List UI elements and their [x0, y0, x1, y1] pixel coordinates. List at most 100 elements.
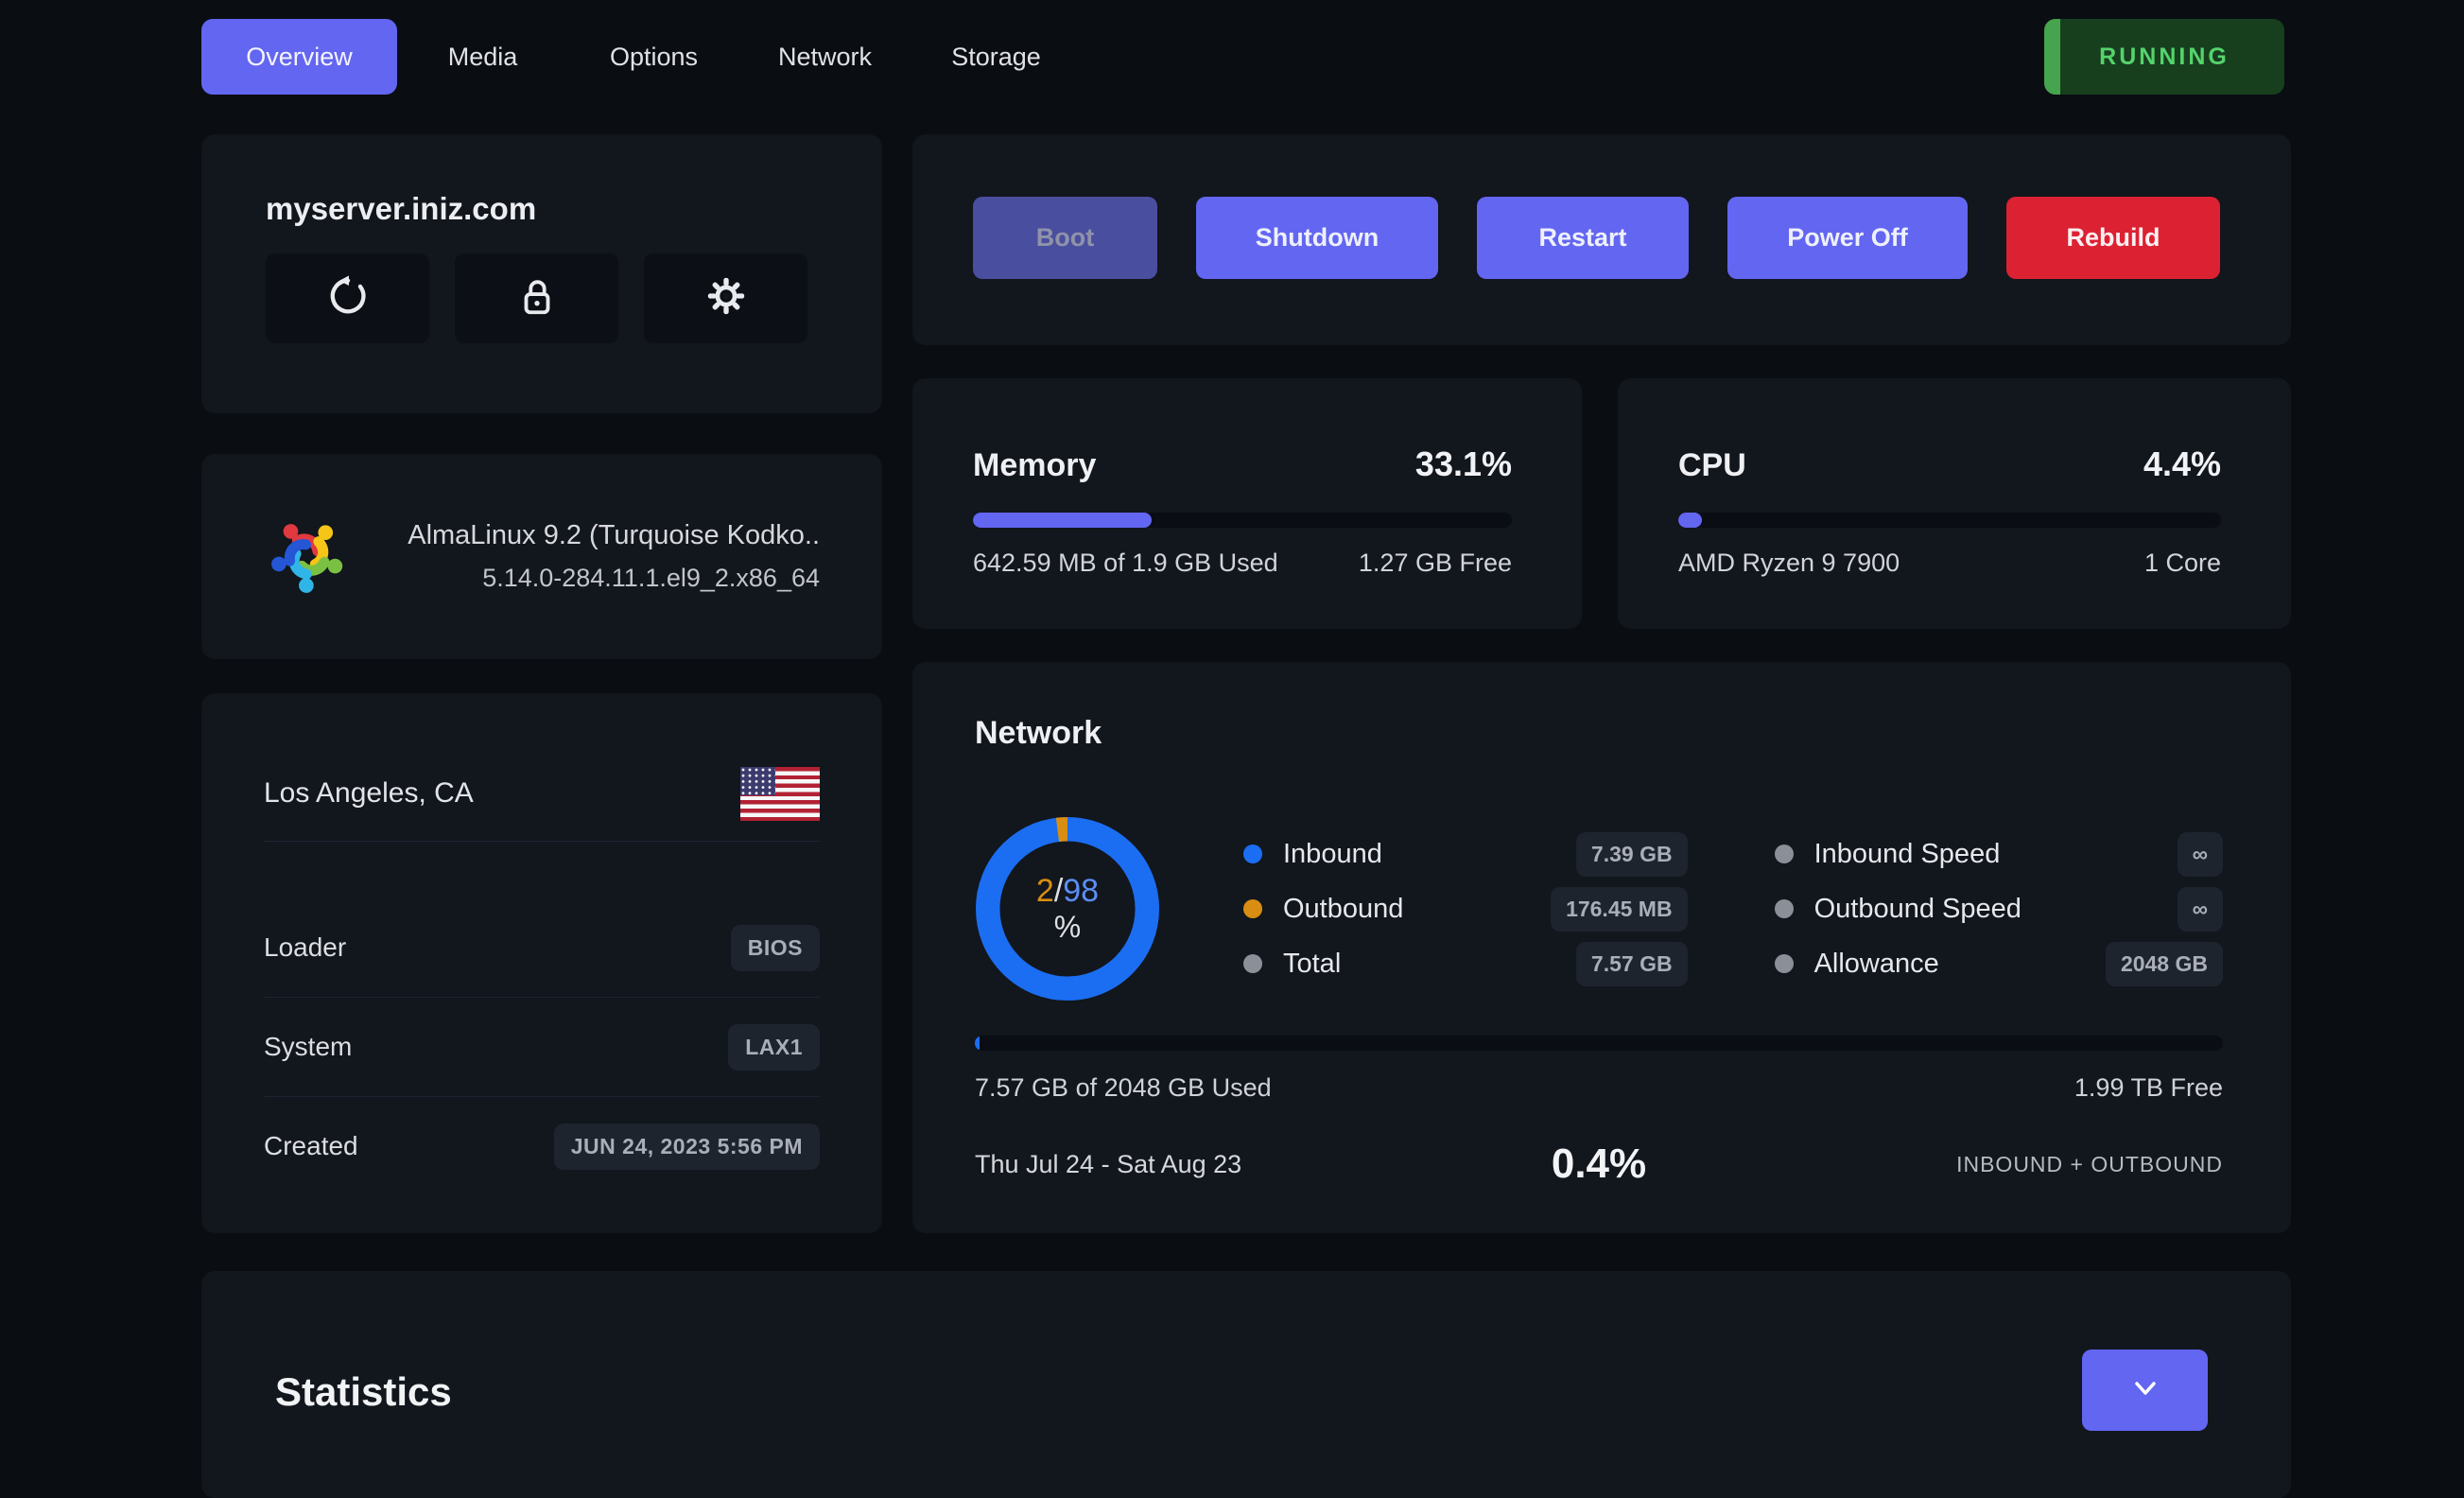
shutdown-button[interactable]: Shutdown [1196, 197, 1438, 279]
network-free: 1.99 TB Free [2074, 1073, 2223, 1102]
us-flag-icon [740, 766, 820, 821]
donut-unit: % [1053, 910, 1082, 944]
tab-options[interactable]: Options [609, 42, 699, 71]
donut-center-label: 2/98 % [975, 816, 1160, 1002]
network-period-percent: 0.4% [1551, 1141, 1647, 1187]
limit-row-inbound-speed: Inbound Speed ∞ [1774, 827, 2223, 881]
almalinux-logo-icon [264, 502, 351, 611]
server-quick-actions [266, 253, 818, 343]
cpu-header: CPU 4.4% [1678, 444, 2221, 484]
network-card: Network 2/98 % Inbound 7.39 GB Outb [912, 662, 2291, 1233]
network-period: Thu Jul 24 - Sat Aug 23 [975, 1149, 1242, 1178]
network-limits: Inbound Speed ∞ Outbound Speed ∞ Allowan… [1774, 827, 2223, 991]
outbound-speed-badge: ∞ [2177, 886, 2223, 932]
created-label: Created [264, 1131, 358, 1160]
statistics-title: Statistics [275, 1369, 452, 1414]
info-rows: Loader BIOS System LAX1 Created JUN 24, … [264, 898, 820, 1195]
location-row: Los Angeles, CA [264, 693, 820, 841]
inbound-speed-label: Inbound Speed [1813, 838, 2001, 869]
memory-progress-track [973, 513, 1512, 528]
inbound-speed-badge: ∞ [2177, 831, 2223, 877]
os-name: AlmaLinux 9.2 (Turquoise Kodko.. [408, 519, 820, 550]
donut-inbound-pct: 98 [1063, 873, 1100, 909]
outbound-speed-label: Outbound Speed [1813, 893, 2022, 924]
cpu-model: AMD Ryzen 9 7900 [1678, 549, 1900, 577]
tab-media[interactable]: Media [447, 42, 518, 71]
network-main: 2/98 % Inbound 7.39 GB Outbound 176.45 M… [975, 816, 2223, 1002]
outbound-dot-icon [1243, 899, 1262, 918]
legend-row-inbound: Inbound 7.39 GB [1243, 827, 1688, 881]
rebuild-button[interactable]: Rebuild [2006, 197, 2220, 279]
statistics-expand-button[interactable] [2082, 1350, 2208, 1431]
total-label: Total [1283, 948, 1342, 979]
memory-header: Memory 33.1% [973, 444, 1512, 484]
network-period-row: Thu Jul 24 - Sat Aug 23 0.4% INBOUND + O… [975, 1141, 2223, 1188]
cpu-percent: 4.4% [2143, 444, 2221, 483]
settings-button[interactable] [644, 253, 807, 343]
divider [264, 1096, 820, 1097]
outbound-speed-dot-icon [1774, 899, 1794, 918]
cpu-card: CPU 4.4% AMD Ryzen 9 7900 1 Core [1618, 378, 2291, 629]
loader-value-badge: BIOS [730, 924, 820, 971]
limit-row-allowance: Allowance 2048 GB [1774, 936, 2223, 991]
cpu-sub: AMD Ryzen 9 7900 1 Core [1678, 549, 2221, 578]
server-card: myserver.iniz.com [201, 134, 882, 413]
boot-button[interactable]: Boot [973, 197, 1157, 279]
network-used: 7.57 GB of 2048 GB Used [975, 1073, 1272, 1102]
tab-network[interactable]: Network [777, 42, 873, 71]
cpu-cores: 1 Core [2143, 549, 2221, 577]
location-label: Los Angeles, CA [264, 777, 474, 809]
network-legend: Inbound 7.39 GB Outbound 176.45 MB Total… [1243, 827, 1688, 991]
statistics-card: Statistics [201, 1271, 2291, 1498]
tab-overview-label: Overview [246, 42, 353, 71]
power-actions-card: Boot Shutdown Restart Power Off Rebuild [912, 134, 2291, 345]
allowance-badge: 2048 GB [2105, 941, 2223, 986]
info-row-loader: Loader BIOS [264, 898, 820, 997]
network-title: Network [975, 715, 1102, 751]
top-nav: Overview Media Options Network Storage [201, 19, 1082, 95]
gear-icon [704, 274, 748, 322]
memory-free: 1.27 GB Free [1358, 549, 1512, 577]
status-badge: RUNNING [2044, 19, 2284, 95]
cpu-progress-fill [1678, 513, 1703, 528]
memory-sub: 642.59 MB of 1.9 GB Used 1.27 GB Free [973, 549, 1512, 578]
inbound-label: Inbound [1283, 838, 1382, 869]
restart-icon [326, 274, 370, 322]
loader-label: Loader [264, 932, 347, 962]
outbound-label: Outbound [1283, 893, 1404, 924]
restart-server-button[interactable] [266, 253, 429, 343]
limit-row-outbound-speed: Outbound Speed ∞ [1774, 881, 2223, 936]
legend-row-total: Total 7.57 GB [1243, 936, 1688, 991]
divider [264, 841, 820, 842]
memory-percent: 33.1% [1414, 444, 1512, 483]
us-flag-canton [740, 766, 775, 796]
legend-row-outbound: Outbound 176.45 MB [1243, 881, 1688, 936]
unlock-icon [515, 274, 559, 322]
unlock-button[interactable] [455, 253, 618, 343]
memory-used: 642.59 MB of 1.9 GB Used [973, 549, 1278, 577]
tab-storage[interactable]: Storage [951, 42, 1041, 71]
system-label: System [264, 1032, 353, 1061]
os-text: AlmaLinux 9.2 (Turquoise Kodko.. 5.14.0-… [351, 514, 820, 600]
total-dot-icon [1243, 954, 1262, 973]
cpu-title: CPU [1678, 447, 1746, 483]
status-text: RUNNING [2099, 43, 2230, 70]
inbound-dot-icon [1243, 845, 1262, 863]
network-usage-row: 7.57 GB of 2048 GB Used 1.99 TB Free [975, 1073, 2223, 1103]
divider [264, 997, 820, 998]
total-value-badge: 7.57 GB [1575, 941, 1688, 986]
memory-title: Memory [973, 447, 1097, 483]
inbound-speed-dot-icon [1774, 845, 1794, 863]
tab-overview[interactable]: Overview [201, 19, 397, 95]
donut-outbound-pct: 2 [1035, 873, 1054, 909]
system-value-badge: LAX1 [728, 1023, 820, 1071]
memory-progress-fill [973, 513, 1152, 528]
cpu-progress-track [1678, 513, 2221, 528]
network-period-kind: INBOUND + OUTBOUND [1956, 1151, 2223, 1176]
power-off-button[interactable]: Power Off [1727, 197, 1968, 279]
restart-button[interactable]: Restart [1477, 197, 1689, 279]
memory-card: Memory 33.1% 642.59 MB of 1.9 GB Used 1.… [912, 378, 1582, 629]
chevron-down-icon [2129, 1376, 2161, 1405]
network-progress-fill [975, 1036, 980, 1051]
allowance-dot-icon [1774, 954, 1794, 973]
